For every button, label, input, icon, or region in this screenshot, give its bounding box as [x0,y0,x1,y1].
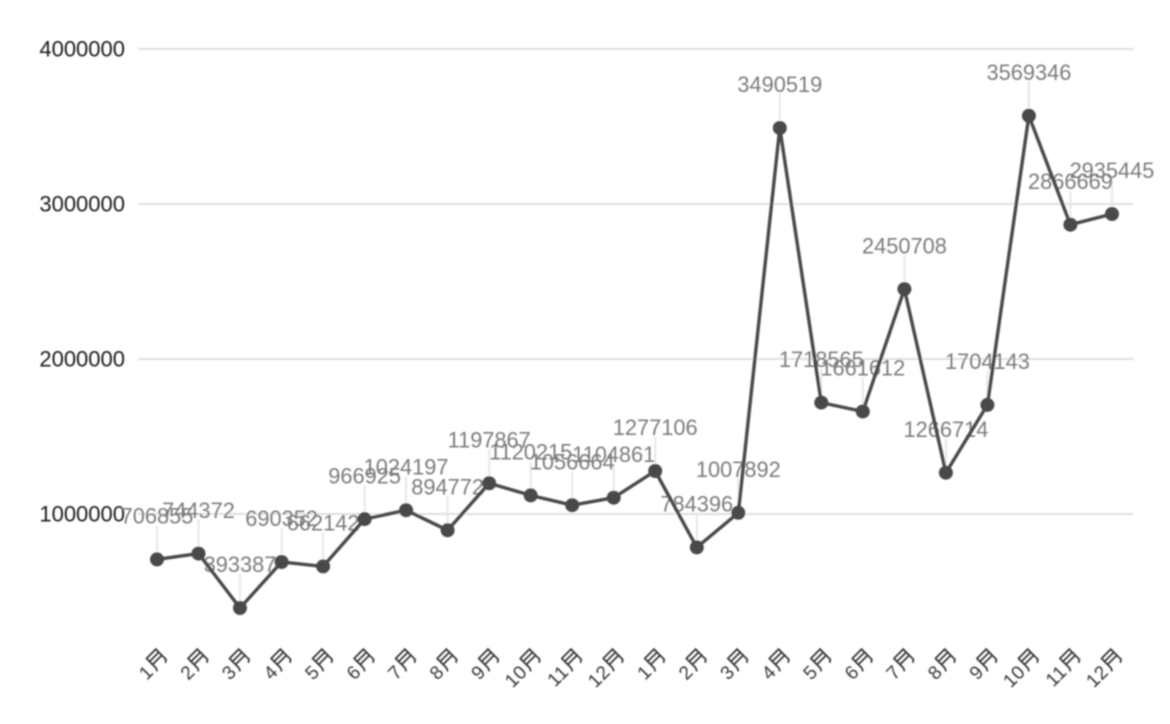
svg-text:1197867: 1197867 [448,428,531,453]
svg-text:1704143: 1704143 [945,349,1030,374]
svg-text:2935445: 2935445 [1070,158,1155,183]
svg-text:1000000: 1000000 [39,501,125,526]
svg-text:2000000: 2000000 [39,346,125,371]
svg-text:690352: 690352 [245,506,318,531]
svg-text:3569346: 3569346 [986,60,1071,85]
svg-text:393387: 393387 [204,552,277,577]
svg-text:706855: 706855 [121,504,194,529]
svg-text:1718565: 1718565 [779,347,864,372]
svg-text:1266714: 1266714 [903,417,988,442]
svg-text:4000000: 4000000 [39,36,125,61]
svg-text:1120215: 1120215 [489,440,572,465]
svg-text:3490519: 3490519 [737,72,822,97]
svg-text:1056664: 1056664 [530,449,615,474]
svg-text:1007892: 1007892 [696,457,781,482]
svg-text:894772: 894772 [411,475,484,500]
svg-text:966925: 966925 [328,463,401,488]
svg-text:3000000: 3000000 [39,191,125,216]
svg-text:1277106: 1277106 [613,415,698,440]
svg-text:1104861: 1104861 [572,442,655,467]
svg-text:2450708: 2450708 [862,233,947,258]
svg-text:2866669: 2866669 [1028,169,1113,194]
svg-text:1661612: 1661612 [820,356,905,381]
svg-text:662142: 662142 [287,511,360,536]
svg-text:744372: 744372 [162,498,235,523]
svg-text:1024197: 1024197 [364,454,449,479]
